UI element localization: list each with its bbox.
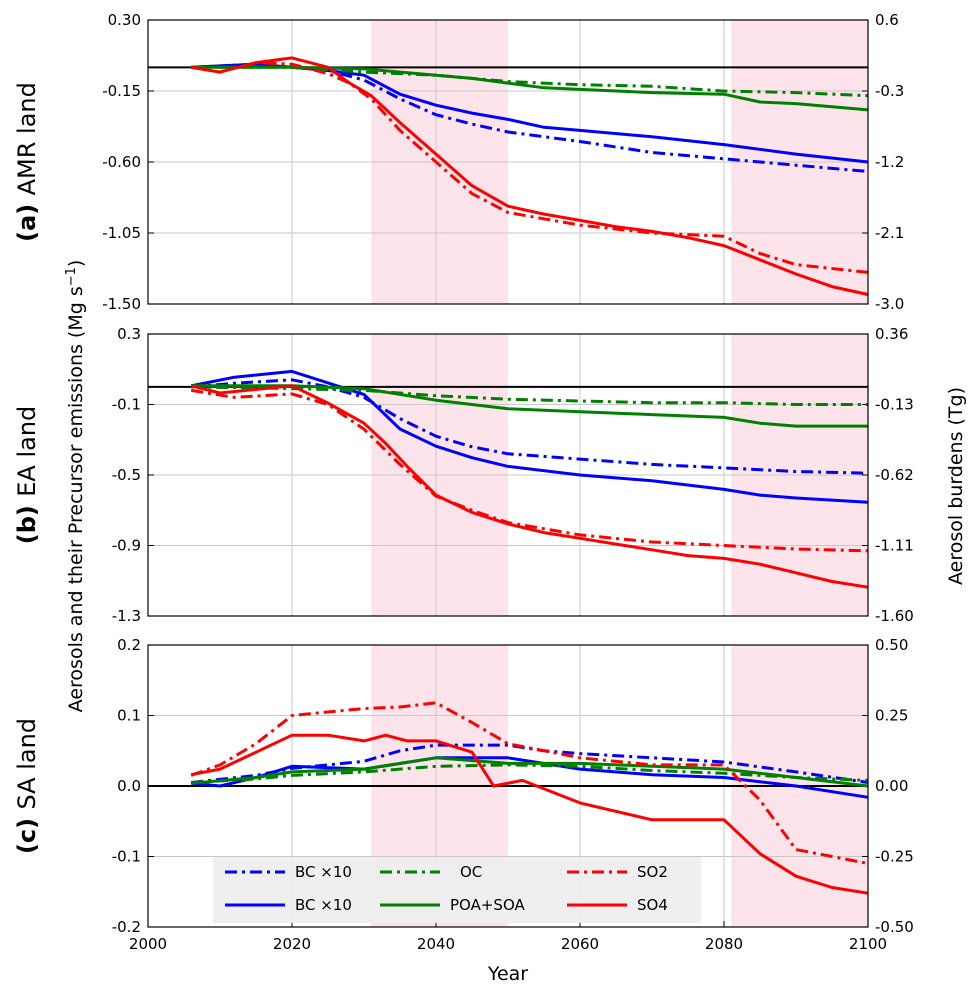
y-tick-label-left: 0.3	[117, 325, 141, 343]
legend-label: BC ×10	[295, 863, 352, 881]
panel-letter: (c)	[13, 810, 41, 855]
x-tick-label: 2000	[129, 935, 167, 953]
y-axis-label-left-exponent: −1	[64, 267, 79, 286]
legend-label: SO4	[637, 896, 668, 914]
panel-1: 0.30 0.6 -0.15 -0.3 -0.60 -1.2 -1.05 -2.1 -1.50 -…	[13, 11, 904, 313]
panel-region: AMR land	[13, 82, 41, 195]
y-tick-label-left: -1.50	[102, 295, 141, 313]
series-line	[191, 743, 869, 784]
x-tick-label: 2080	[705, 935, 743, 953]
y-tick-label-left: -0.2	[112, 918, 141, 936]
y-tick-label-right: -1.60	[875, 607, 914, 625]
y-tick-label-right: -0.3	[875, 82, 904, 100]
panel-label: (b) EA land	[13, 406, 41, 545]
y-tick-label-left: -0.1	[112, 848, 141, 866]
series-line	[191, 384, 868, 428]
legend-label: SO2	[637, 863, 668, 881]
series-line	[190, 369, 869, 504]
x-tick-label: 2040	[417, 935, 455, 953]
y-tick-label-left: -0.60	[102, 153, 141, 171]
series-line	[190, 384, 869, 589]
y-axis-label-left-close: )	[65, 260, 87, 267]
y-axis-label-left-main: Aerosols and their Precursor emissions (…	[65, 286, 87, 712]
panel-label: (c) SA land	[13, 718, 41, 854]
panel-region: SA land	[13, 718, 41, 810]
series-line	[191, 756, 869, 788]
series-line	[190, 701, 869, 865]
panel-2: 0.3 0.36 -0.1 -0.13 -0.5 -0.62 -0.9 -1.11 -1.3 -1…	[13, 325, 914, 625]
y-tick-label-left: -1.05	[102, 224, 141, 242]
y-tick-label-right: 0.25	[875, 707, 908, 725]
legend: BC ×10 OC SO2 BC ×10 POA+SOA SO4	[213, 857, 701, 923]
y-axis-label-right: Aerosol burdens (Tg)	[945, 387, 967, 585]
y-axis-label-left: Aerosols and their Precursor emissions (…	[64, 260, 87, 713]
series-line	[191, 65, 869, 112]
y-tick-label-right: 0.36	[875, 325, 908, 343]
y-tick-label-left: 0.2	[117, 636, 141, 654]
legend-label: POA+SOA	[450, 896, 525, 914]
y-tick-label-right: -0.62	[875, 466, 914, 484]
series-line	[190, 61, 869, 274]
y-tick-label-left: -0.1	[112, 396, 141, 414]
y-tick-label-right: -0.13	[875, 396, 914, 414]
panels: 0.30 0.6 -0.15 -0.3 -0.60 -1.2 -1.05 -2.1 -1.50 -…	[13, 11, 914, 953]
y-tick-label-left: 0.0	[117, 777, 141, 795]
panel-label: (a) AMR land	[13, 82, 41, 242]
y-tick-label-left: -0.9	[112, 537, 141, 555]
x-axis-label: Year	[487, 963, 528, 985]
series-line	[190, 56, 869, 296]
y-tick-label-left: -1.3	[112, 607, 141, 625]
y-tick-label-right: -1.11	[875, 537, 914, 555]
y-tick-label-right: -0.25	[875, 848, 914, 866]
legend-label: OC	[460, 863, 482, 881]
plot-frame	[147, 333, 869, 617]
panel-letter: (a)	[13, 195, 41, 242]
y-tick-label-left: -0.15	[102, 82, 141, 100]
x-tick-label: 2020	[273, 935, 311, 953]
plot-frame	[147, 19, 869, 305]
y-tick-label-right: 0.6	[875, 11, 899, 29]
legend-box	[213, 857, 701, 923]
x-tick-label: 2100	[849, 935, 887, 953]
y-tick-label-left: 0.30	[108, 11, 141, 29]
y-tick-label-right: -3.0	[875, 295, 904, 313]
y-tick-label-left: -0.5	[112, 466, 141, 484]
y-tick-label-right: -1.2	[875, 153, 904, 171]
y-tick-label-right: -0.50	[875, 918, 914, 936]
series-line	[191, 65, 869, 98]
panel-region: EA land	[13, 406, 41, 497]
series-line	[190, 733, 869, 895]
legend-label: BC ×10	[295, 896, 352, 914]
series-line	[191, 385, 868, 406]
y-tick-label-right: -2.1	[875, 224, 904, 242]
plot-frame	[147, 644, 869, 928]
y-tick-label-left: 0.1	[117, 707, 141, 725]
panel-letter: (b)	[13, 497, 41, 544]
series-line	[191, 378, 869, 475]
x-tick-label: 2060	[561, 935, 599, 953]
y-tick-label-right: 0.50	[875, 636, 908, 654]
y-tick-label-right: 0.00	[875, 777, 908, 795]
